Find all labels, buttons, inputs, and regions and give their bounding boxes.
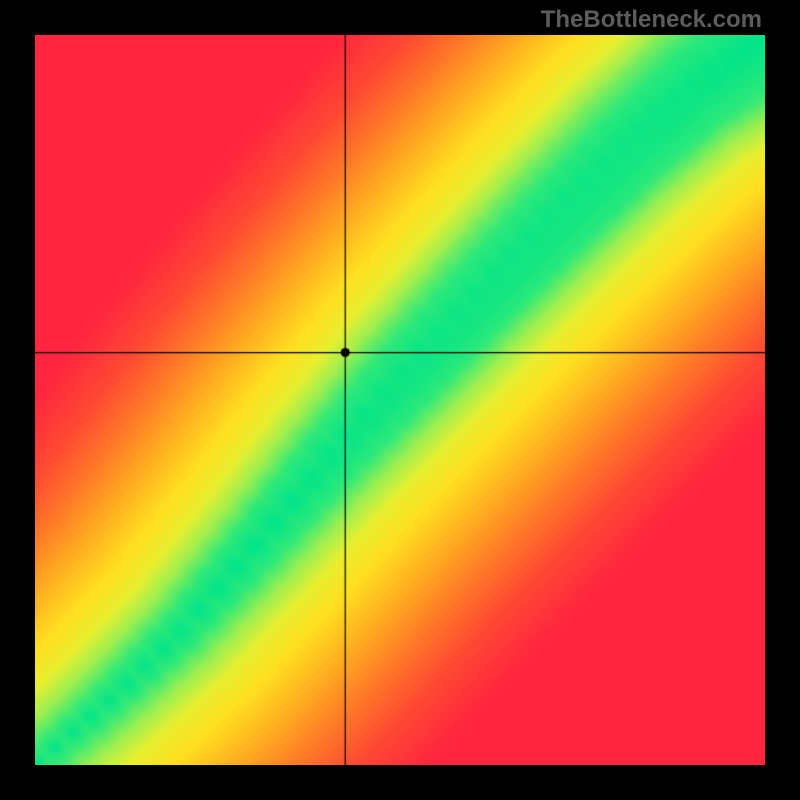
watermark-text: TheBottleneck.com — [541, 6, 762, 34]
chart-container: TheBottleneck.com — [0, 0, 800, 800]
bottleneck-heatmap — [35, 35, 765, 765]
